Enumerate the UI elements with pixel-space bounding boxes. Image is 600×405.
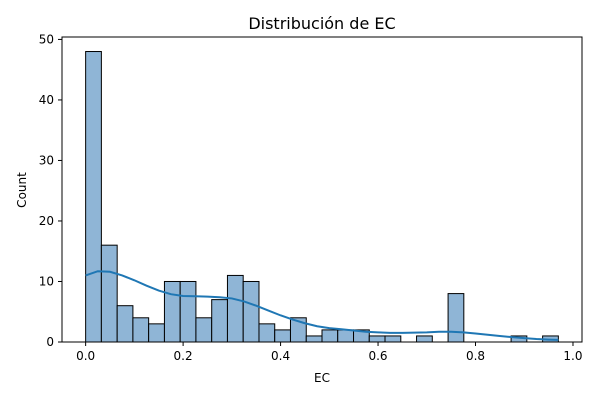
x-tick-label: 1.0 xyxy=(563,349,582,363)
y-tick-label: 20 xyxy=(39,214,54,228)
histogram-bar xyxy=(337,329,355,343)
y-axis-label: Count xyxy=(15,172,29,208)
histogram-bar xyxy=(321,329,339,343)
histogram-bar xyxy=(447,293,465,343)
histogram-bar xyxy=(211,299,228,343)
histogram-bar xyxy=(274,329,291,343)
bars-layer xyxy=(85,51,559,343)
x-tick-label: 0.0 xyxy=(76,349,95,363)
y-tick-label: 10 xyxy=(39,274,54,288)
histogram-bar xyxy=(258,323,276,343)
x-tick-label: 0.4 xyxy=(271,349,290,363)
kde-layer xyxy=(85,270,559,341)
x-tick-label: 0.2 xyxy=(174,349,193,363)
histogram-bar xyxy=(305,335,323,343)
chart-title: Distribución de EC xyxy=(248,14,395,33)
x-tick-label: 0.8 xyxy=(466,349,485,363)
axes-layer: 0.0 0.2 0.4 0.6 0.8 1.0 0 10 20 30 40 50 xyxy=(39,32,583,363)
x-tick-label: 0.6 xyxy=(368,349,387,363)
histogram-bar xyxy=(163,280,181,343)
histogram-bar xyxy=(85,51,102,343)
kde-line xyxy=(85,270,559,341)
histogram-bar xyxy=(132,317,150,343)
histogram-bar xyxy=(116,305,134,343)
histogram-bar xyxy=(195,317,213,343)
histogram-bar xyxy=(100,244,118,343)
histogram-bar xyxy=(242,280,260,343)
y-tick-label: 40 xyxy=(39,93,54,107)
plot-frame xyxy=(61,36,583,343)
histogram-bar xyxy=(148,323,165,343)
y-tick-label: 50 xyxy=(39,32,54,46)
histogram-bar xyxy=(416,335,433,343)
y-tick-label: 30 xyxy=(39,153,54,167)
histogram-bar xyxy=(179,280,197,343)
histogram-bar xyxy=(368,335,386,343)
x-axis-label: EC xyxy=(314,371,330,385)
y-tick-label: 0 xyxy=(46,335,54,349)
histogram-bar xyxy=(384,335,402,343)
histogram-bar xyxy=(226,274,244,343)
